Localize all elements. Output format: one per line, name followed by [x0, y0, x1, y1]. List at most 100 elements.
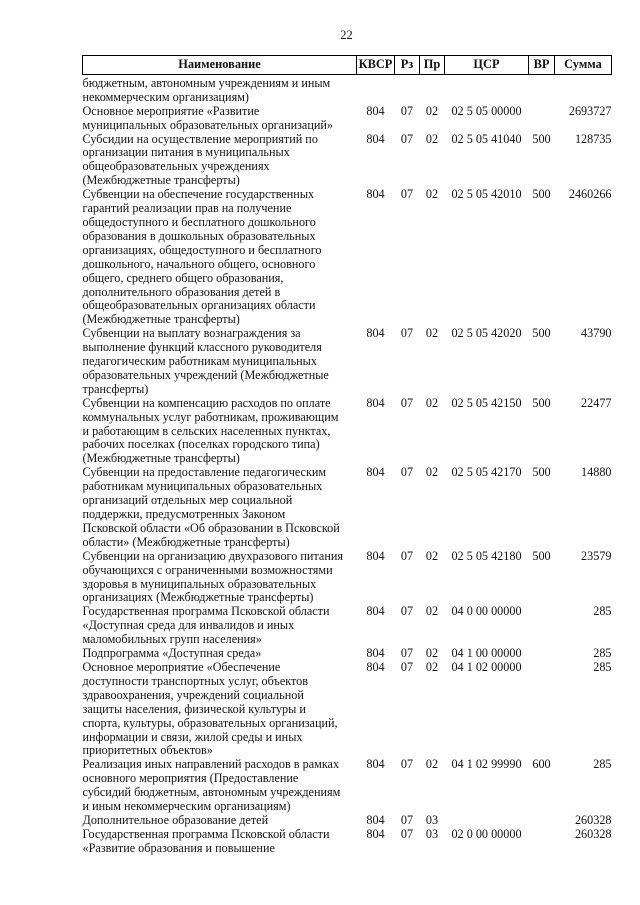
- cell-csr: 04 1 02 00000: [451, 659, 522, 674]
- cell-pr: [420, 74, 445, 104]
- cell-kvsr: 804: [366, 103, 385, 118]
- cell-vr: 500: [532, 548, 551, 563]
- column-header-rz: Рз: [394, 55, 420, 75]
- column-header-kvsr: КВСР: [356, 55, 395, 75]
- cell-pr: 03: [425, 826, 439, 841]
- cell-pr: 02: [425, 131, 439, 146]
- column-header-vr: ВР: [528, 55, 555, 75]
- table-row: Государственная программа Псковской обла…: [82, 604, 612, 647]
- cell-csr: 04 1 02 99990: [451, 757, 522, 772]
- cell-csr: 04 1 00 00000: [451, 646, 522, 661]
- table-row: Дополнительное образование детей 804 07 …: [82, 812, 612, 828]
- cell-kvsr: 804: [366, 604, 385, 619]
- cell-name: Субсидии на осуществление мероприятий по…: [82, 131, 318, 188]
- cell-kvsr: 804: [366, 826, 385, 841]
- cell-vr: 500: [532, 187, 551, 202]
- cell-summa: 285: [593, 659, 612, 674]
- cell-summa: 128735: [574, 131, 612, 146]
- cell-vr: [529, 74, 555, 104]
- cell-name: Субвенции на предоставление педагогическ…: [82, 465, 340, 549]
- cell-summa: 2693727: [568, 103, 612, 118]
- cell-name: Субвенции на выплату вознаграждения за в…: [82, 326, 329, 396]
- cell-rz: 07: [400, 465, 414, 480]
- cell-csr: 02 5 05 42180: [451, 548, 522, 563]
- cell-summa: 285: [593, 757, 612, 772]
- cell-kvsr: 804: [366, 646, 385, 661]
- cell-rz: 07: [400, 659, 414, 674]
- cell-summa: 14880: [581, 465, 612, 480]
- cell-pr: 02: [425, 659, 439, 674]
- cell-vr: [529, 605, 555, 647]
- cell-kvsr: 804: [366, 548, 385, 563]
- table-row: Субвенции на организацию двухразового пи…: [82, 548, 612, 606]
- cell-summa: 260328: [574, 826, 612, 841]
- cell-csr: 02 5 05 42170: [451, 465, 522, 480]
- cell-summa: 43790: [581, 326, 612, 341]
- cell-vr: [529, 828, 555, 856]
- cell-vr: 500: [532, 465, 551, 480]
- cell-pr: 02: [425, 548, 439, 563]
- cell-rz: 07: [400, 646, 414, 661]
- cell-vr: 500: [532, 395, 551, 410]
- cell-kvsr: 804: [366, 326, 385, 341]
- cell-csr: 02 5 05 42020: [451, 326, 522, 341]
- cell-name: Субвенции на компенсацию расходов по опл…: [82, 395, 339, 466]
- cell-csr: 02 5 05 00000: [451, 103, 522, 118]
- table-row: Основное мероприятие «Обеспечение доступ…: [82, 659, 612, 758]
- cell-pr: 02: [425, 604, 439, 619]
- table-row: Подпрограмма «Доступная среда» 804 07 02…: [82, 646, 612, 661]
- cell-csr: 02 0 00 00000: [451, 826, 522, 841]
- cell-pr: 02: [425, 757, 439, 772]
- cell-summa: [555, 74, 612, 104]
- cell-kvsr: 804: [366, 395, 385, 410]
- cell-pr: 03: [425, 812, 439, 827]
- cell-csr: [445, 814, 529, 828]
- table-row: Субвенции на компенсацию расходов по опл…: [82, 395, 612, 467]
- cell-vr: [529, 814, 555, 828]
- budget-table: Наименование КВСР Рз Пр ЦСР ВР Сумма бюд…: [82, 55, 612, 856]
- cell-kvsr: 804: [366, 812, 385, 827]
- cell-rz: 07: [400, 187, 414, 202]
- cell-rz: 07: [400, 548, 414, 563]
- table-row: Основное мероприятие «Развитие муниципал…: [82, 103, 612, 133]
- cell-name: Государственная программа Псковской обла…: [82, 604, 330, 647]
- table-row: Государственная программа Псковской обла…: [82, 826, 612, 856]
- table-row: Субвенции на предоставление педагогическ…: [82, 465, 612, 549]
- cell-summa: 260328: [574, 812, 612, 827]
- cell-name: Субвенции на обеспечение государственных…: [82, 187, 322, 327]
- cell-summa: 23579: [581, 548, 612, 563]
- cell-pr: 02: [425, 395, 439, 410]
- cell-name: Субвенции на организацию двухразового пи…: [82, 548, 343, 605]
- cell-pr: 02: [425, 187, 439, 202]
- cell-rz: [395, 74, 420, 104]
- page-number: 22: [340, 28, 353, 42]
- cell-name: Дополнительное образование детей: [82, 812, 269, 827]
- cell-kvsr: 804: [366, 131, 385, 146]
- table-row: бюджетным, автономным учреждениям и иным…: [83, 74, 612, 104]
- cell-name: Государственная программа Псковской обла…: [82, 826, 330, 855]
- cell-name: бюджетным, автономным учреждениям и иным…: [82, 75, 331, 104]
- cell-csr: 02 5 05 42150: [451, 395, 522, 410]
- cell-kvsr: 804: [366, 757, 385, 772]
- table-row: Субвенции на обеспечение государственных…: [82, 187, 612, 327]
- cell-summa: 2460266: [568, 187, 612, 202]
- cell-summa: 285: [593, 646, 612, 661]
- cell-rz: 07: [400, 103, 414, 118]
- cell-name: Подпрограмма «Доступная среда»: [82, 646, 262, 661]
- cell-pr: 02: [425, 465, 439, 480]
- cell-vr: [529, 105, 555, 133]
- cell-kvsr: 804: [366, 187, 385, 202]
- cell-name: Основное мероприятие «Развитие муниципал…: [82, 103, 334, 132]
- cell-name: Основное мероприятие «Обеспечение доступ…: [82, 659, 338, 758]
- cell-rz: 07: [400, 812, 414, 827]
- cell-kvsr: [357, 74, 395, 104]
- cell-vr: 500: [532, 326, 551, 341]
- cell-summa: 22477: [581, 395, 612, 410]
- column-header-summa: Сумма: [554, 55, 612, 75]
- cell-pr: 02: [425, 103, 439, 118]
- cell-vr: 600: [532, 757, 551, 772]
- cell-csr: 02 5 05 42010: [451, 187, 522, 202]
- cell-rz: 07: [400, 604, 414, 619]
- cell-kvsr: 804: [366, 465, 385, 480]
- column-header-csr: ЦСР: [444, 55, 529, 75]
